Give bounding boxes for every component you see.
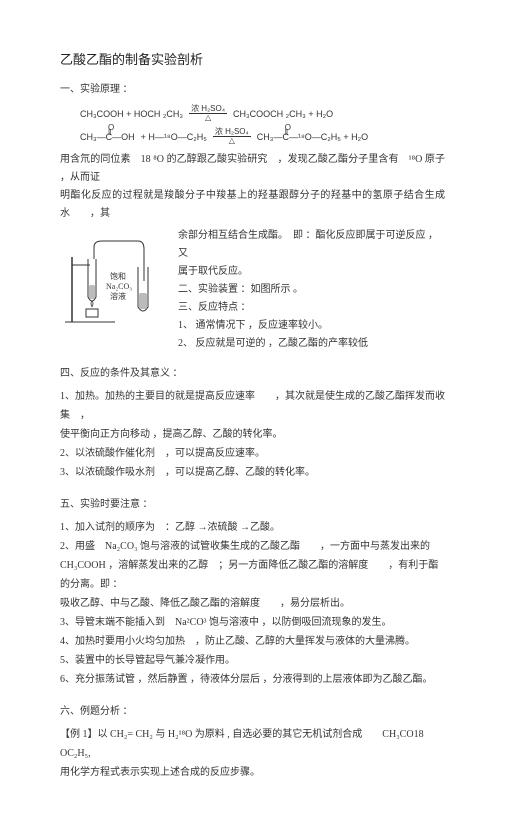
eq1-arrow: 浓 H₂SO₄ △ — [189, 105, 227, 122]
doc-title: 乙酸乙酯的制备实验剖析 — [60, 48, 445, 71]
side-line-6: 2、 反应就是可逆的 ，乙酸乙酯的产率较低 — [178, 335, 445, 353]
section-4-head: 四、反应的条件及其意义 ： — [60, 365, 445, 383]
section-5-head: 五、实验时要注意 ： — [60, 496, 445, 514]
side-line-4: 三、反应特点 ： — [178, 299, 445, 317]
eq2-arrow: 浓 H₂SO₄ △ — [213, 128, 251, 145]
s5-item-2a: 2、用盛 Na₂CO₃ 饱与溶液的试管收集生成的乙酸乙酯 ，一方面中与蒸发出来的 — [60, 537, 445, 556]
s5-item-2b: CH₃COOH ，溶解蒸发出来的乙醇 ；另一方面降低乙酸乙酯的溶解度 ，有利于酯… — [60, 556, 445, 594]
eq1-right: CH₃COOCH ₂CH₃ + H₂O — [233, 106, 333, 122]
s5-item-5: 5、装置中的长导管起导气兼冷凝作用。 — [60, 651, 445, 670]
para-1b: 明酯化反应的过程就是羧酸分子中羧基上的羟基跟醇分子的羟基中的氢原子结合生成水 ，… — [60, 187, 445, 223]
para-1a: 用含氘的同位素 18 ⁸O 的乙醇跟乙酸实验研究 ，发现乙酸乙酯分子里含有 ¹⁸… — [60, 151, 445, 187]
section-6-head: 六、例题分析 ： — [60, 703, 445, 721]
equation-1: CH₃COOH + HOCH ₂CH₃ 浓 H₂SO₄ △ CH₃COOCH ₂… — [80, 105, 445, 122]
side-line-1: 余部分相互结合生成酯。 即 ：酯化反应即属于可逆反应 ，又 — [178, 227, 445, 263]
section-1-head: 一、实验原理 ： — [60, 81, 445, 99]
diagram-label-3: 溶液 — [110, 291, 126, 301]
apparatus-diagram: 饱和 Na₂CO₃ 溶液 — [60, 227, 170, 327]
eq1-left: CH₃COOH + HOCH ₂CH₃ — [80, 106, 183, 122]
s5-item-2c: 吸收乙醇、中与乙酸、降低乙酸乙酯的溶解度 ，易分层析出。 — [60, 594, 445, 613]
s5-item-4: 4、加热时要用小火均匀加热 ，防止乙酸、乙醇的大量挥发与液体的大量沸腾。 — [60, 632, 445, 651]
eq2-left-b: + H—¹⁸O—C₂H₅ — [141, 129, 207, 145]
s5-item-1: 1、加入试剂的顺序为 ：乙醇 →浓硫酸 →乙酸。 — [60, 518, 445, 537]
s4-item-1a: 1、加热。加热的主要目的就是提高反应速率 ，其次就是使生成的乙酸乙酯挥发而收集 … — [60, 387, 445, 425]
s4-item-2: 2、以浓硫酸作催化剂 ，可以提高反应速率。 — [60, 444, 445, 463]
s4-item-1b: 使平衡向正方向移动 ，提高乙醇、乙酸的转化率。 — [60, 425, 445, 444]
s5-item-6: 6、充分振荡试管 ，然后静置 ，待液体分层后 ，分液得到的上层液体即为乙酸乙酯。 — [60, 670, 445, 689]
diagram-label-2: Na₂CO₃ — [106, 282, 132, 291]
example-1b: 用化学方程式表示实现上述合成的反应步骤。 — [60, 763, 445, 782]
equation-2: O ‖ CH₃—C—OH + H—¹⁸O—C₂H₅ 浓 H₂SO₄ △ O ‖ … — [80, 128, 445, 145]
side-line-5: 1、 通常情况下 ，反应速率较小。 — [178, 317, 445, 335]
side-line-3: 二、实验装置 ：如图所示 。 — [178, 281, 445, 299]
eq2-cond-bot: △ — [229, 137, 235, 145]
s5-item-3: 3、导管末端不能插入到 Na²CO³ 饱与溶液中 ，以防倒吸回流现象的发生。 — [60, 613, 445, 632]
s4-item-3: 3、以浓硫酸作吸水剂 ，可以提高乙醇、乙酸的转化率。 — [60, 463, 445, 482]
example-1a: 【例 1】以 CH₂= CH₂ 与 H₂¹⁸O 为原料 , 自选必要的其它无机试… — [60, 725, 445, 763]
eq1-cond-bot: △ — [205, 114, 211, 122]
side-line-2: 属于取代反应。 — [178, 263, 445, 281]
eq2-right: O ‖ CH₃—C—¹⁸O—C₂H₅ + H₂O — [257, 129, 368, 145]
eq2-left-a: O ‖ CH₃—C—OH — [80, 129, 135, 145]
diagram-label-1: 饱和 — [110, 271, 126, 281]
